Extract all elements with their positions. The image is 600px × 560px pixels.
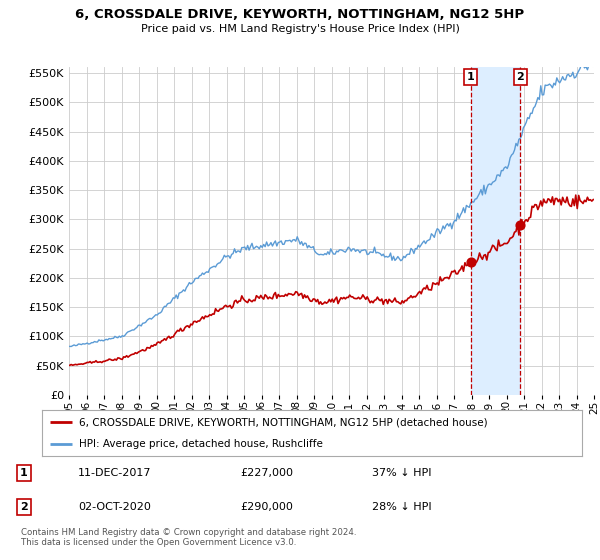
Text: 2: 2: [517, 72, 524, 82]
Text: 1: 1: [20, 468, 28, 478]
Point: [466, 258, 476, 267]
Text: £290,000: £290,000: [240, 502, 293, 512]
Text: 1: 1: [467, 72, 475, 82]
Text: 6, CROSSDALE DRIVE, KEYWORTH, NOTTINGHAM, NG12 5HP: 6, CROSSDALE DRIVE, KEYWORTH, NOTTINGHAM…: [76, 8, 524, 21]
Point: [515, 221, 525, 230]
Text: HPI: Average price, detached house, Rushcliffe: HPI: Average price, detached house, Rush…: [79, 439, 323, 449]
Text: 6, CROSSDALE DRIVE, KEYWORTH, NOTTINGHAM, NG12 5HP (detached house): 6, CROSSDALE DRIVE, KEYWORTH, NOTTINGHAM…: [79, 417, 487, 427]
Text: 2: 2: [20, 502, 28, 512]
Text: 02-OCT-2020: 02-OCT-2020: [78, 502, 151, 512]
Bar: [471, 67, 520, 395]
Text: 11-DEC-2017: 11-DEC-2017: [78, 468, 151, 478]
Text: 37% ↓ HPI: 37% ↓ HPI: [372, 468, 431, 478]
Text: 28% ↓ HPI: 28% ↓ HPI: [372, 502, 431, 512]
Text: Price paid vs. HM Land Registry's House Price Index (HPI): Price paid vs. HM Land Registry's House …: [140, 24, 460, 34]
Text: Contains HM Land Registry data © Crown copyright and database right 2024.
This d: Contains HM Land Registry data © Crown c…: [21, 528, 356, 547]
Text: £227,000: £227,000: [240, 468, 293, 478]
